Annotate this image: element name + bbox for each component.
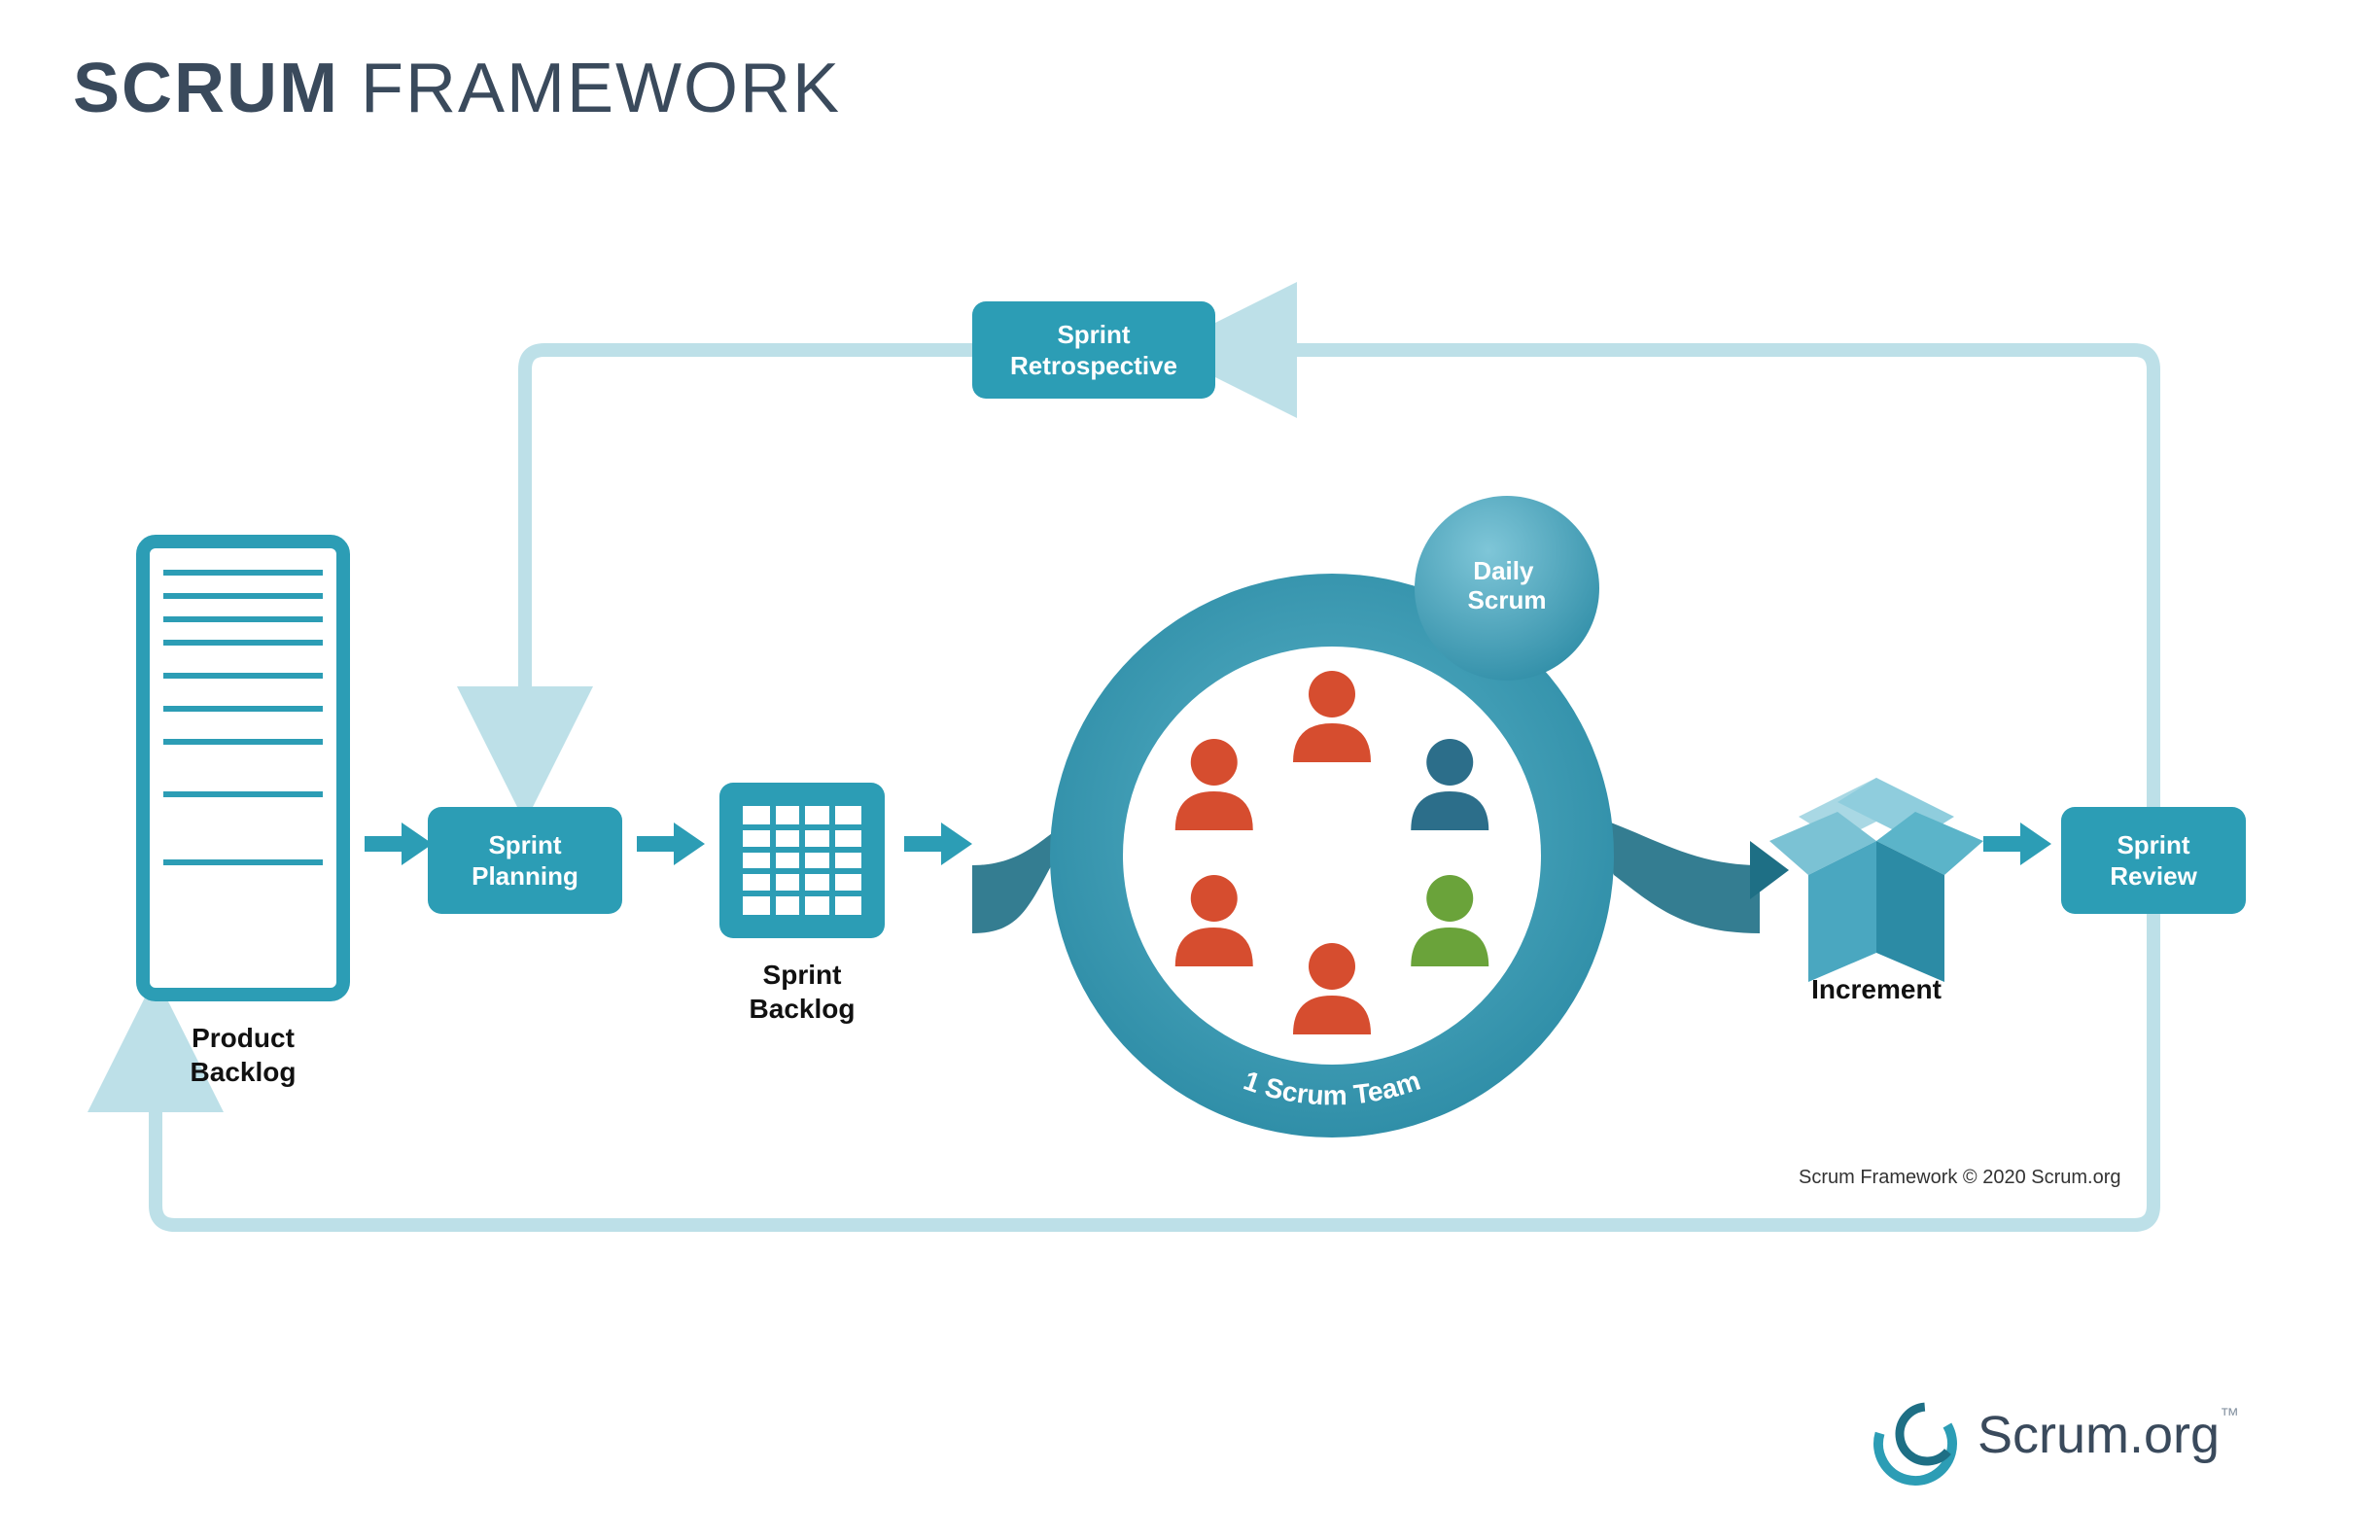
person-icon xyxy=(1411,739,1488,830)
feedback-top xyxy=(525,350,2153,807)
product-backlog-icon xyxy=(136,535,350,1001)
team-ring xyxy=(1050,574,1614,1138)
person-icon xyxy=(1175,739,1253,830)
person-icon xyxy=(1411,875,1488,966)
sprint-planning-pill: SprintPlanning xyxy=(428,807,622,914)
sprint-backlog-icon xyxy=(719,783,885,938)
title-bold: SCRUM xyxy=(73,50,339,127)
increment-label: Increment xyxy=(1760,972,1993,1006)
scrum-logo-text: Scrum.org™ xyxy=(1978,1405,2239,1465)
person-icon xyxy=(1293,671,1371,762)
page-title: SCRUM FRAMEWORK xyxy=(73,49,841,128)
scrum-logo: Scrum.org™ xyxy=(1876,1405,2239,1465)
person-icon xyxy=(1175,875,1253,966)
flow-svg: 1 Scrum Team Daily Scrum xyxy=(0,0,2380,1540)
sprint-retrospective-pill: SprintRetrospective xyxy=(972,301,1215,399)
title-light: FRAMEWORK xyxy=(361,50,841,127)
team-label: 1 Scrum Team xyxy=(1240,1066,1423,1111)
person-icon xyxy=(1293,943,1371,1034)
product-backlog-label: ProductBacklog xyxy=(146,1021,340,1089)
sprint-planning-text: SprintPlanning xyxy=(472,829,578,892)
team-inner xyxy=(1123,647,1541,1065)
team-people xyxy=(1175,671,1488,1034)
sprint-review-text: SprintReview xyxy=(2110,829,2197,892)
sprint-retro-text: SprintRetrospective xyxy=(1010,319,1177,382)
scrum-logo-text-main: Scrum.org xyxy=(1978,1406,2220,1464)
sprint-backlog-label: SprintBacklog xyxy=(705,958,899,1026)
copyright-text: Scrum Framework © 2020 Scrum.org xyxy=(1799,1167,2121,1189)
daily-scrum-label: Daily Scrum xyxy=(1468,556,1547,614)
trademark: ™ xyxy=(2220,1405,2239,1426)
daily-scrum-circle xyxy=(1415,496,1599,681)
sprint-review-pill: SprintReview xyxy=(2061,807,2246,914)
team-ribbons xyxy=(972,817,1789,933)
